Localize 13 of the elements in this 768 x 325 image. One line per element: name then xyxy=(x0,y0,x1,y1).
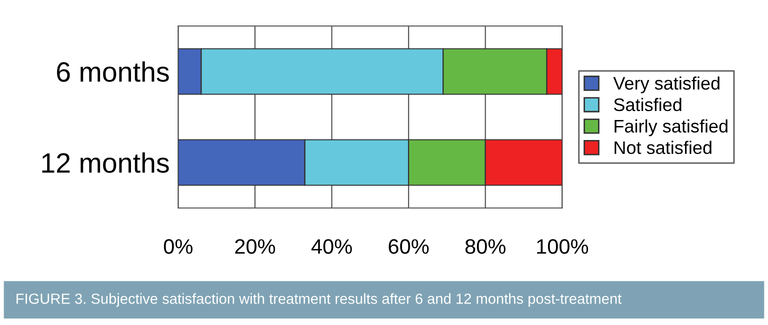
x-tick-label: 40% xyxy=(311,239,352,254)
legend-label: Satisfied xyxy=(614,98,682,112)
x-tick-label: 20% xyxy=(235,239,276,254)
legend-label: Very satisfied xyxy=(613,76,720,94)
text: FIGURE 3. Subjective satisfaction with treatment results after 6 and 12 months post-treatment xyxy=(16,293,622,307)
x-tick-label: 60% xyxy=(388,239,429,254)
x-tick-label: 100% xyxy=(537,239,588,254)
legend-label: Fairly satisfied xyxy=(614,119,728,136)
legend-label: Not satisfied xyxy=(614,140,712,154)
x-tick-label: 0% xyxy=(164,239,192,254)
y-tick-label: 12 months xyxy=(42,152,169,173)
x-tick-label: 80% xyxy=(465,239,506,254)
y-tick-label: 6 months xyxy=(57,61,169,82)
